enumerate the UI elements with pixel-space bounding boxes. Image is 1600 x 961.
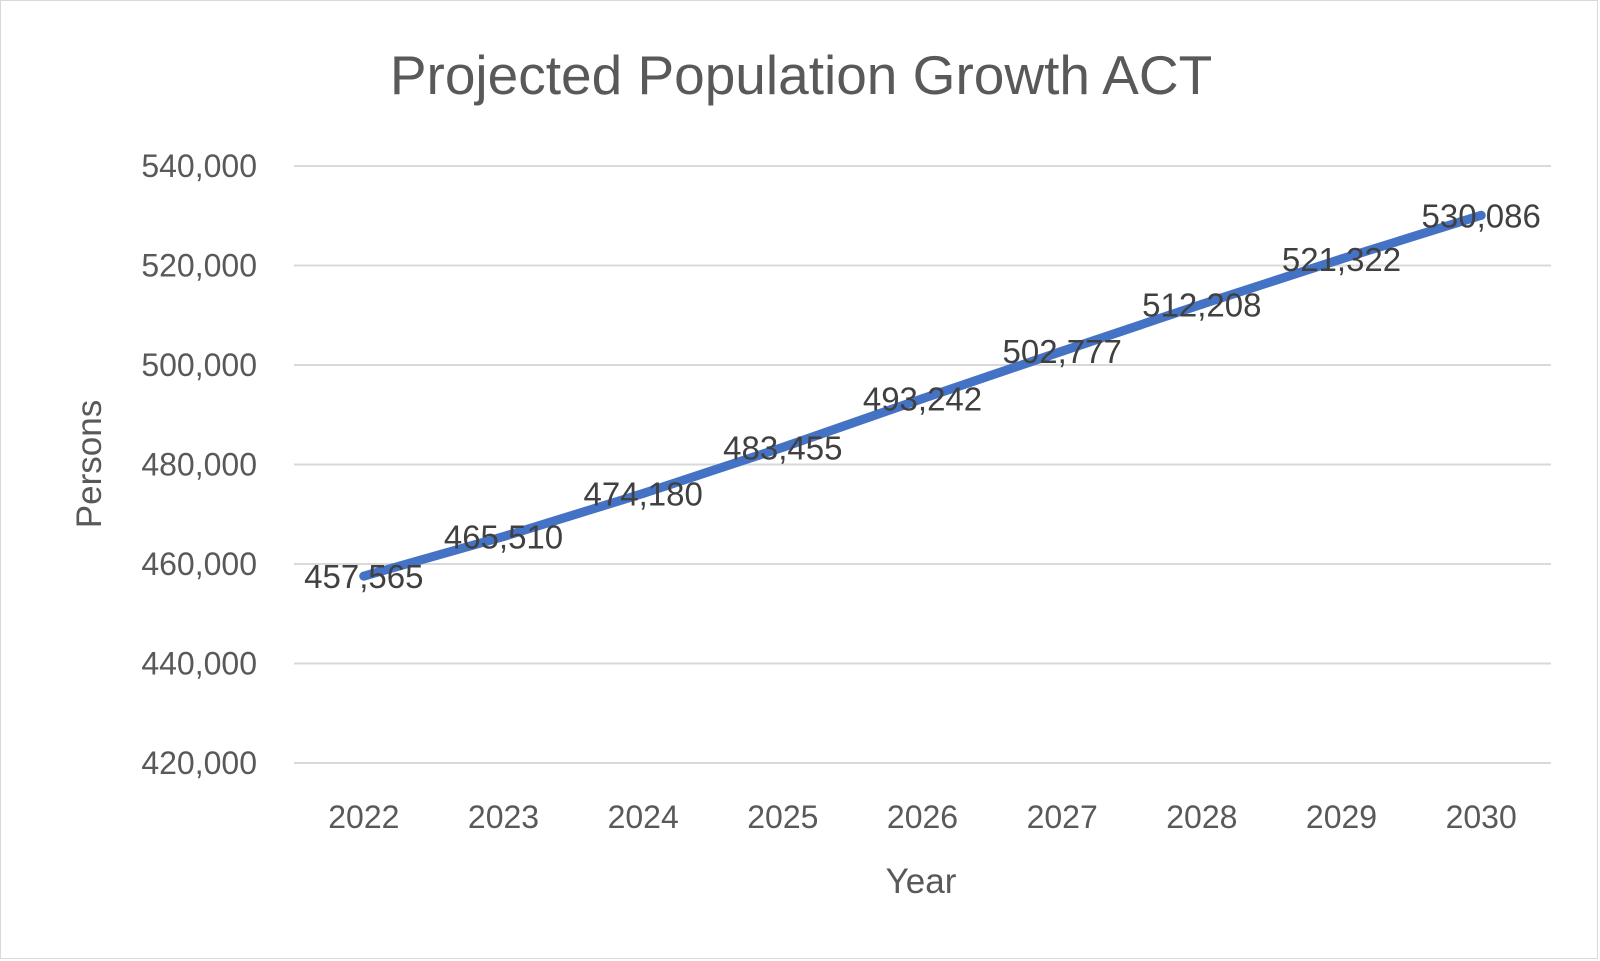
data-point xyxy=(778,442,788,452)
data-point xyxy=(1476,210,1486,220)
data-label: 530,086 xyxy=(1422,197,1541,234)
data-point xyxy=(638,488,648,498)
data-point xyxy=(1337,254,1346,264)
data-label: 521,322 xyxy=(1282,241,1401,278)
data-point xyxy=(918,394,927,404)
y-tick-label: 440,000 xyxy=(141,646,257,682)
data-labels: 457,565 465,510 474,180 483,455 493,242 502,7… xyxy=(304,197,1541,595)
data-label: 502,777 xyxy=(1003,333,1122,370)
data-point xyxy=(1197,299,1207,309)
x-tick-label: 2025 xyxy=(747,799,818,835)
series-layer xyxy=(359,210,1486,581)
y-tick-label: 420,000 xyxy=(141,745,257,781)
data-point xyxy=(499,532,508,542)
data-label: 465,510 xyxy=(444,519,563,556)
x-tick-label: 2022 xyxy=(328,799,399,835)
y-axis-title: Persons xyxy=(70,400,109,528)
y-tick-label: 500,000 xyxy=(141,347,257,383)
x-axis-ticks: 2022 2023 2024 2025 2026 2027 2028 2029 2030 xyxy=(328,799,1517,835)
chart-title: Projected Population Growth ACT xyxy=(390,44,1212,106)
data-point xyxy=(359,571,369,581)
data-label: 512,208 xyxy=(1142,286,1261,323)
data-label: 474,180 xyxy=(584,475,703,512)
data-point xyxy=(1057,346,1067,356)
x-tick-label: 2027 xyxy=(1027,799,1098,835)
x-tick-label: 2026 xyxy=(887,799,958,835)
data-label: 483,455 xyxy=(723,429,842,466)
x-tick-label: 2024 xyxy=(608,799,679,835)
x-tick-label: 2030 xyxy=(1446,799,1517,835)
x-tick-label: 2028 xyxy=(1166,799,1237,835)
y-tick-label: 460,000 xyxy=(141,546,257,582)
data-label: 493,242 xyxy=(863,381,982,418)
y-axis-ticks: 420,000 440,000 460,000 480,000 500,000 520,0… xyxy=(141,148,257,781)
y-tick-label: 540,000 xyxy=(141,148,257,184)
data-label: 457,565 xyxy=(304,558,423,595)
x-axis-title: Year xyxy=(886,862,957,901)
y-tick-label: 480,000 xyxy=(141,447,257,483)
y-tick-label: 520,000 xyxy=(141,248,257,284)
x-tick-label: 2023 xyxy=(468,799,539,835)
gridlines xyxy=(294,165,1551,764)
x-tick-label: 2029 xyxy=(1306,799,1377,835)
